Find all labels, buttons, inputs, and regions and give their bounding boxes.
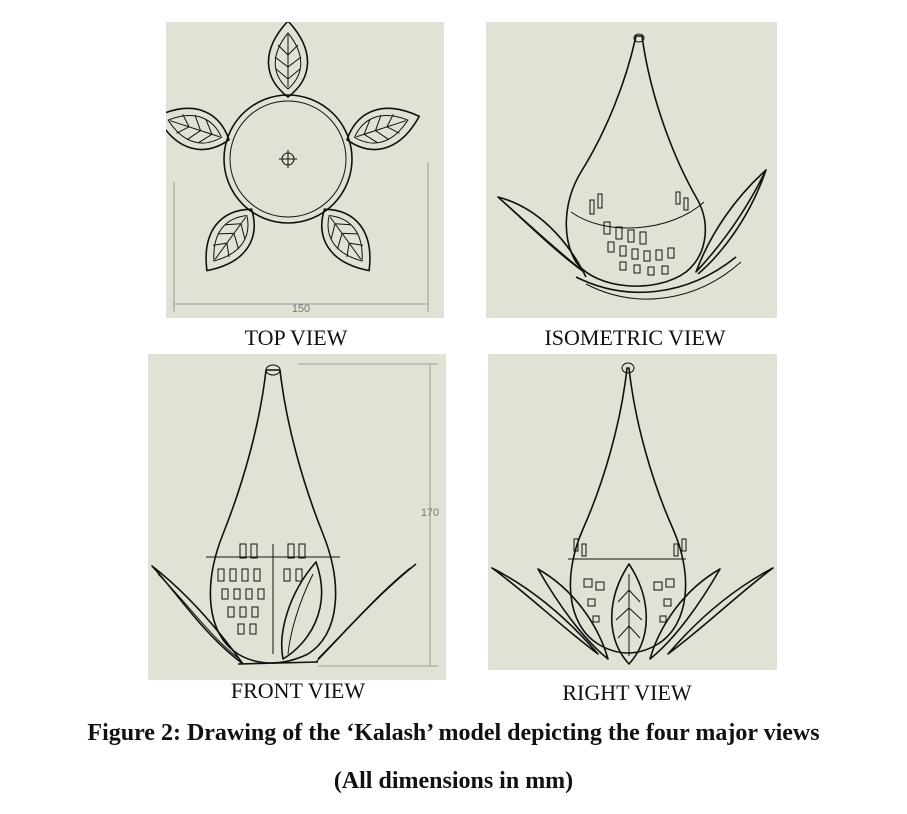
top-view-drawing: 150 bbox=[166, 22, 429, 315]
figure-subcaption: (All dimensions in mm) bbox=[333, 768, 574, 794]
isometric-view-drawing bbox=[497, 33, 767, 300]
front-view-panel: 170 bbox=[148, 354, 446, 680]
right-view-drawing bbox=[491, 362, 774, 665]
front-view-drawing: 170 bbox=[151, 363, 439, 667]
figure-caption: Figure 2: Drawing of the ‘Kalash’ model … bbox=[87, 720, 820, 746]
front-view-label: FRONT VIEW bbox=[230, 678, 366, 703]
right-view-panel bbox=[488, 354, 777, 670]
right-view-label: RIGHT VIEW bbox=[562, 680, 692, 705]
isometric-view-label: ISOMETRIC VIEW bbox=[544, 325, 726, 350]
top-view-panel: 150 bbox=[166, 22, 444, 318]
front-view-dimension: 170 bbox=[421, 507, 439, 519]
top-view-label: TOP VIEW bbox=[244, 325, 348, 350]
top-view-dimension: 150 bbox=[292, 303, 310, 315]
isometric-view-panel bbox=[486, 22, 777, 318]
